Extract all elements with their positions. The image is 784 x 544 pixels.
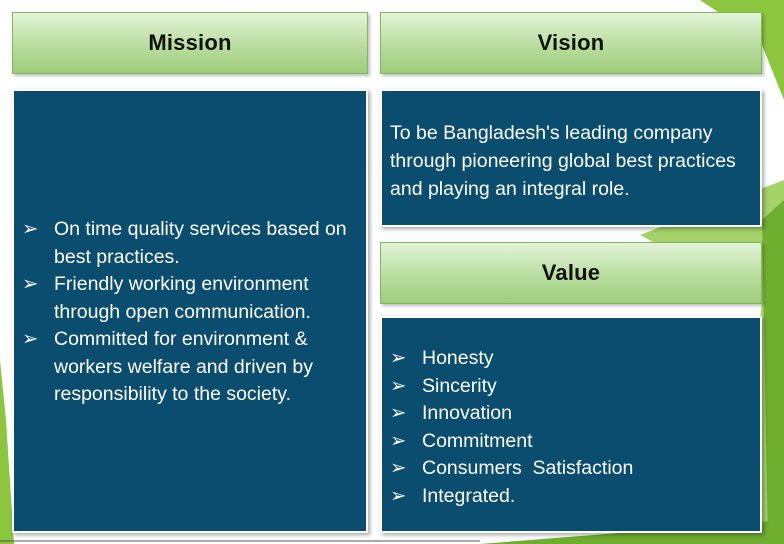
value-item: ➢ Integrated.: [390, 483, 752, 511]
vision-title: Vision: [537, 30, 605, 55]
background-green-shape-left: [0, 360, 14, 544]
arrow-bullet-icon: ➢: [390, 457, 407, 479]
mission-list: ➢ On time quality services based on best …: [22, 216, 356, 409]
arrow-bullet-icon: ➢: [22, 273, 39, 295]
arrow-bullet-icon: ➢: [390, 374, 407, 397]
arrow-bullet-icon: ➢: [22, 328, 39, 350]
mission-item: ➢ Committed for environment & workers wel…: [22, 326, 356, 409]
vision-panel: To be Bangladesh's leading company throu…: [380, 89, 762, 227]
value-item-text: Integrated.: [422, 484, 516, 507]
arrow-bullet-icon: ➢: [390, 484, 407, 507]
mission-panel: ➢ On time quality services based on best …: [12, 89, 368, 533]
mission-item-text: Committed for environment & workers welf…: [54, 328, 314, 405]
background-green-shape-right-dark: [762, 200, 784, 544]
value-item: ➢ Sincerity: [390, 373, 752, 401]
value-item-text: Sincerity: [422, 374, 497, 397]
value-panel: ➢ Honesty ➢ Sincerity ➢ Innovation ➢ Commitm…: [380, 316, 762, 533]
value-item-text: Consumers Satisfaction: [422, 457, 634, 479]
value-item-text: Honesty: [422, 347, 494, 369]
mission-item-text: Friendly working environment through ope…: [54, 273, 311, 323]
value-item-text: Commitment: [422, 429, 533, 452]
value-list: ➢ Honesty ➢ Sincerity ➢ Innovation ➢ Commitm…: [390, 345, 752, 510]
value-header: Value: [380, 242, 762, 304]
arrow-bullet-icon: ➢: [390, 402, 407, 424]
mission-item: ➢ Friendly working environment through op…: [22, 271, 356, 326]
mission-item: ➢ On time quality services based on best …: [22, 216, 356, 271]
mission-header: Mission: [12, 12, 368, 74]
background-green-shape-right-top: [700, 0, 784, 100]
value-item: ➢ Honesty: [390, 345, 752, 373]
mission-item-text: On time quality services based on best p…: [54, 218, 347, 268]
value-item: ➢ Innovation: [390, 400, 752, 428]
value-item: ➢ Consumers Satisfaction: [390, 455, 752, 483]
value-item: ➢ Commitment: [390, 428, 752, 456]
vision-header: Vision: [380, 12, 762, 74]
arrow-bullet-icon: ➢: [390, 347, 407, 369]
value-item-text: Innovation: [422, 402, 512, 424]
value-title: Value: [541, 260, 601, 285]
vision-text: To be Bangladesh's leading company throu…: [390, 122, 736, 200]
arrow-bullet-icon: ➢: [390, 429, 407, 452]
arrow-bullet-icon: ➢: [22, 218, 39, 240]
mission-title: Mission: [148, 30, 232, 55]
